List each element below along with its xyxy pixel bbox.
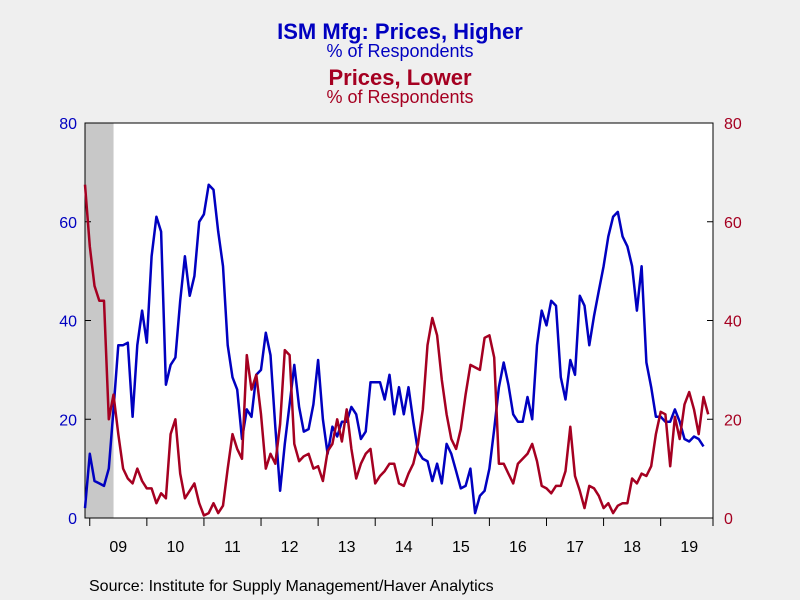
series-line-prices-lower <box>83 184 710 517</box>
x-tick-label: 09 <box>109 539 127 556</box>
y-right-tick-label: 80 <box>724 116 742 133</box>
series-line-prices-higher <box>83 183 705 515</box>
y-right-tick-label: 0 <box>724 511 733 528</box>
x-tick-label: 10 <box>166 539 184 556</box>
y-left-tick-label: 80 <box>59 116 77 133</box>
y-right-tick-label: 40 <box>724 314 742 331</box>
y-right-tick-label: 20 <box>724 412 742 429</box>
y-left-tick-label: 20 <box>59 412 77 429</box>
y-right-tick-label: 60 <box>724 215 742 232</box>
chart-subtitle-lower: % of Respondents <box>326 87 474 107</box>
plot-area <box>85 123 713 518</box>
x-tick-label: 18 <box>623 539 641 556</box>
x-tick-label: 13 <box>338 539 356 556</box>
x-tick-label: 19 <box>680 539 698 556</box>
y-left-tick-label: 0 <box>68 511 77 528</box>
x-tick-label: 17 <box>566 539 584 556</box>
x-tick-label: 15 <box>452 539 470 556</box>
x-tick-label: 16 <box>509 539 527 556</box>
source-note: Source: Institute for Supply Management/… <box>89 578 494 595</box>
x-tick-label: 11 <box>224 539 241 556</box>
x-tick-label: 12 <box>281 539 299 556</box>
chart-title-lower: Prices, Lower <box>328 65 472 90</box>
y-left-tick-label: 60 <box>59 215 77 232</box>
y-left-tick-label: 40 <box>59 314 77 331</box>
chart-subtitle-higher: % of Respondents <box>326 41 474 61</box>
chart-title-higher: ISM Mfg: Prices, Higher <box>277 19 523 44</box>
x-tick-label: 14 <box>395 539 413 556</box>
